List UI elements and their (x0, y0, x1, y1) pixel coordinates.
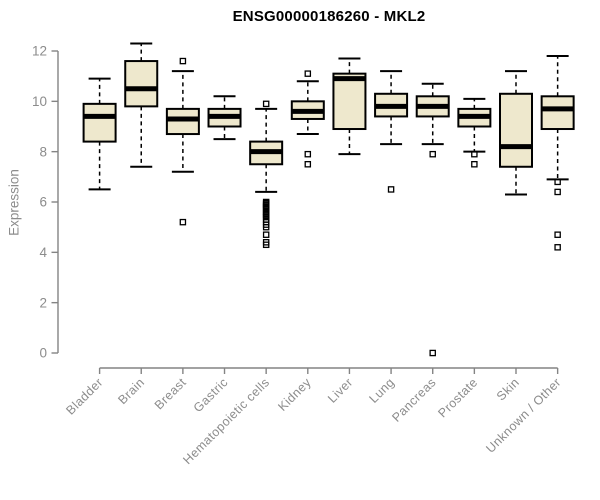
x-axis-category-label: Pancreas (389, 375, 439, 425)
outlier-point (179, 57, 187, 65)
outlier-point (554, 178, 561, 186)
y-axis-tick-label: 12 (32, 44, 47, 59)
outlier-point (429, 349, 436, 357)
outlier-point (554, 188, 561, 196)
outlier-point (471, 160, 478, 168)
outlier-point (387, 186, 395, 193)
x-axis-category-label: Kidney (275, 375, 314, 414)
iqr-box (124, 60, 159, 108)
x-axis-category-label: Skin (494, 375, 522, 403)
outlier-point (471, 150, 478, 158)
x-axis-category-label: Bladder (63, 375, 105, 417)
outlier-point (429, 150, 436, 158)
boxplot-lung (374, 70, 409, 193)
y-axis-tick-label: 6 (39, 195, 47, 210)
boxplot-gastric (207, 95, 242, 141)
outlier-point (304, 160, 312, 168)
outlier-point (262, 100, 270, 108)
boxplot-kidney (290, 70, 325, 168)
boxplot-bladder (82, 77, 117, 191)
iqr-box (165, 107, 200, 136)
x-axis-category-label: Brain (115, 375, 147, 407)
y-axis-tick-label: 8 (39, 144, 47, 159)
boxplot-pancreas (415, 82, 450, 357)
y-axis-tick-label: 0 (39, 346, 47, 361)
x-axis-category-label: Gastric (191, 375, 231, 415)
iqr-box (82, 102, 117, 143)
x-axis-category-label: Breast (152, 375, 189, 412)
outlier-point (179, 218, 187, 226)
outlier-point (554, 244, 561, 251)
outlier-point (262, 231, 270, 238)
boxplot-prostate (457, 97, 492, 168)
x-axis-category-label: Unknown / Other (483, 375, 563, 455)
iqr-box (540, 95, 575, 131)
boxplot-brain (124, 42, 159, 168)
outlier-point (262, 223, 270, 231)
boxplot-breast (165, 57, 200, 226)
y-axis-tick-label: 2 (39, 295, 47, 310)
y-axis-tick-label: 4 (39, 245, 47, 260)
outlier-point (304, 70, 312, 77)
outlier-point (304, 150, 312, 158)
boxplot-hematopoietic-cells (249, 100, 284, 249)
chart-title: ENSG00000186260 - MKL2 (232, 8, 426, 25)
iqr-box (332, 72, 367, 131)
outlier-point (262, 241, 270, 249)
iqr-box (499, 92, 533, 168)
boxplot-skin (499, 70, 533, 196)
x-axis-category-label: Liver (325, 375, 355, 405)
boxplot-liver (332, 57, 367, 156)
x-axis-category-label: Lung (366, 375, 397, 406)
y-axis: 0 2 4 6 8 10 12 (32, 44, 59, 361)
outlier-point (554, 231, 561, 238)
y-axis-tick-label: 10 (32, 94, 47, 109)
boxplot-unknown-other (540, 55, 575, 251)
x-axis-category-label: Prostate (435, 375, 480, 420)
